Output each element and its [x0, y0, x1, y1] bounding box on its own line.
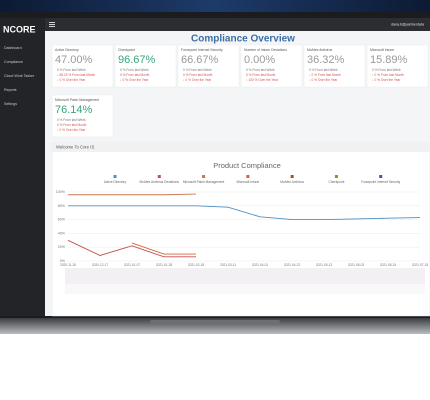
kpi-trend: 0 % From last Week: [57, 118, 86, 122]
y-tick-label: 60%: [58, 218, 66, 222]
chart-title: Product Compliance: [213, 161, 281, 170]
kpi-card: [240, 44, 303, 88]
y-tick-label: 40%: [58, 231, 66, 235]
legend-swatch: [334, 175, 338, 178]
kpi-trend: ↓ 0 % Over the Year: [57, 78, 86, 82]
y-tick-label: 100%: [56, 190, 66, 194]
legend-swatch: [157, 175, 161, 178]
x-tick-label: 2021-06-24: [380, 263, 397, 267]
kpi-trend: 0 % From last Month: [183, 73, 213, 77]
y-tick-label: 0%: [60, 259, 66, 263]
x-tick-label: 2020-11-26: [60, 263, 76, 267]
sidebar: [0, 18, 45, 316]
user-email[interactable]: dana.b@partnerdata: [391, 22, 424, 26]
y-tick-label: 20%: [58, 245, 66, 249]
legend-label[interactable]: Checkpoint: [328, 180, 344, 184]
legend-swatch: [113, 175, 117, 178]
kpi-name: McAfee Antivirus: [307, 48, 333, 52]
kpi-name: Number of Intune Deviations: [244, 48, 287, 52]
kpi-trend: 0 % From last Week: [309, 68, 338, 72]
sidebar-item[interactable]: Dashboard: [4, 46, 22, 50]
sidebar-item[interactable]: Compliance: [4, 60, 23, 64]
series-line: [68, 205, 421, 221]
kpi-card: [114, 44, 177, 88]
kpi-card: [177, 44, 240, 88]
legend-label[interactable]: Microsoft Patch Management: [183, 180, 225, 184]
kpi-trend: 0 % From last Month: [246, 73, 276, 77]
laptop-notch: [150, 320, 280, 324]
series-line: [67, 239, 196, 258]
panel-header: [52, 143, 430, 152]
kpi-value: 15.89%: [370, 54, 408, 66]
sidebar-item[interactable]: Reports: [4, 88, 17, 92]
kpi-name: Checkpoint: [118, 48, 135, 52]
legend-label[interactable]: McAfee Antivirus Deviations: [140, 180, 180, 184]
panel-title: Welcome To Core IS: [56, 145, 94, 150]
kpi-trend: 0 % From last Week: [120, 68, 149, 72]
menu-icon[interactable]: [49, 22, 55, 27]
kpi-card: [51, 44, 114, 88]
kpi-trend: ↓ 0 % Over the Year: [309, 78, 338, 82]
kpi-name: Microsoft Intune: [370, 48, 394, 52]
legend-swatch: [202, 175, 206, 178]
x-tick-label: 2021-04-22: [284, 263, 301, 267]
x-tick-label: 2021-01-07: [124, 263, 141, 267]
series-line: [131, 242, 196, 255]
legend-swatch: [290, 175, 294, 178]
kpi-trend: 0 % From last Week: [372, 68, 401, 72]
x-tick-label: 2021-06-03: [348, 263, 365, 267]
kpi-trend: ↓ 0 % Over the Year: [57, 128, 86, 132]
x-tick-label: 2021-01-28: [156, 263, 173, 267]
kpi-value: 0.00%: [244, 54, 275, 66]
kpi-card: [303, 44, 366, 88]
legend-label[interactable]: Forcepoint Internet Security: [361, 180, 401, 184]
x-tick-label: 2021-07-15: [412, 263, 429, 267]
kpi-value: 76.14%: [55, 104, 93, 116]
kpi-value: 66.67%: [181, 54, 219, 66]
kpi-name: Active Directory: [55, 48, 79, 52]
legend-swatch: [379, 175, 383, 178]
sidebar-item[interactable]: Cloud Work Tasker: [4, 74, 35, 78]
kpi-trend: 0 % From last Week: [246, 68, 275, 72]
kpi-value: 96.67%: [118, 54, 156, 66]
range-slider[interactable]: [65, 268, 425, 284]
legend-label[interactable]: McAfee Antivirus: [280, 180, 304, 184]
x-tick-label: 2020-12-17: [92, 263, 109, 267]
x-tick-label: 2021-04-01: [252, 263, 269, 267]
series-line: [68, 193, 197, 196]
kpi-trend: ↓ 0 % Over the Year: [120, 78, 149, 82]
laptop-base: [0, 318, 430, 334]
kpi-card: [51, 94, 114, 138]
kpi-trend: 0 % From last Month: [57, 123, 87, 127]
x-tick-label: 2021-03-11: [220, 263, 236, 267]
legend-label[interactable]: Microsoft Intune: [237, 180, 260, 184]
kpi-trend: ↓ 0 % From last Month: [372, 73, 404, 77]
kpi-trend: ↓ 68.23 % From last Month: [57, 73, 95, 77]
kpi-trend: ↓ 100 % Over the Year: [246, 78, 279, 82]
kpi-value: 36.32%: [307, 54, 345, 66]
x-tick-label: 2021-05-13: [316, 263, 333, 267]
kpi-card: [366, 44, 429, 88]
kpi-name: Microsoft Patch Management: [55, 98, 99, 102]
page-title: Compliance Overview: [191, 34, 295, 45]
y-tick-label: 80%: [58, 204, 66, 208]
sidebar-item[interactable]: Settings: [4, 102, 17, 106]
x-tick-label: 2021-02-18: [188, 263, 205, 267]
kpi-value: 47.00%: [55, 54, 93, 66]
legend-swatch: [246, 175, 250, 178]
kpi-trend: ↓ 0 % From last Month: [309, 73, 341, 77]
top-bar: [45, 18, 430, 31]
kpi-trend: ↓ 0 % Over the Year: [183, 78, 212, 82]
kpi-trend: 0 % From last Week: [57, 68, 86, 72]
kpi-trend: ↓ 0 % Over the Year: [372, 78, 401, 82]
kpi-name: Forcepoint Internet Security: [181, 48, 223, 52]
kpi-trend: 0 % From last Month: [120, 73, 150, 77]
kpi-trend: 0 % From last Week: [183, 68, 212, 72]
range-axis: [65, 284, 425, 294]
legend-label[interactable]: Active Directory: [104, 180, 127, 184]
logo[interactable]: NCORE: [3, 24, 36, 34]
